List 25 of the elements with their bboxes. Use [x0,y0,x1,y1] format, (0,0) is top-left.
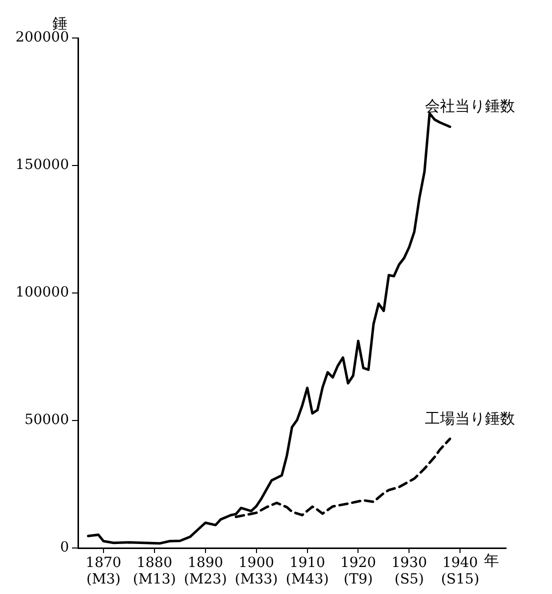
y-tick-label: 50000 [24,412,69,428]
x-tick-label: 1920 [340,555,376,572]
y-tick-label: 0 [60,540,69,556]
text: (M23) [184,572,227,588]
y-tick-label: 200000 [16,30,69,46]
text: (M13) [132,572,176,588]
y-tick-label: 150000 [16,157,69,174]
series-label: 会社当り錘数 [424,97,515,116]
text: (S5) [394,572,424,588]
text: (T9) [344,572,373,588]
x-tick-label: 1880 [136,555,172,572]
text: (M33) [234,572,278,588]
text: (S15) [440,572,480,588]
x-tick-label: 1900 [238,555,274,572]
x-axis-title: 年 [484,551,500,570]
text: (M43) [286,572,329,588]
x-tick-label: 1940 [442,555,478,572]
y-tick-label: 100000 [16,284,69,301]
y-axis-title: 錘 [52,14,68,32]
text: (M3) [86,572,121,588]
x-tick-label: 1910 [289,555,326,572]
x-tick-label: 1890 [188,555,224,572]
x-tick-label: 1930 [391,555,428,572]
x-tick-label: 1870 [86,555,122,572]
series-label: 工場当り錘数 [424,409,515,428]
